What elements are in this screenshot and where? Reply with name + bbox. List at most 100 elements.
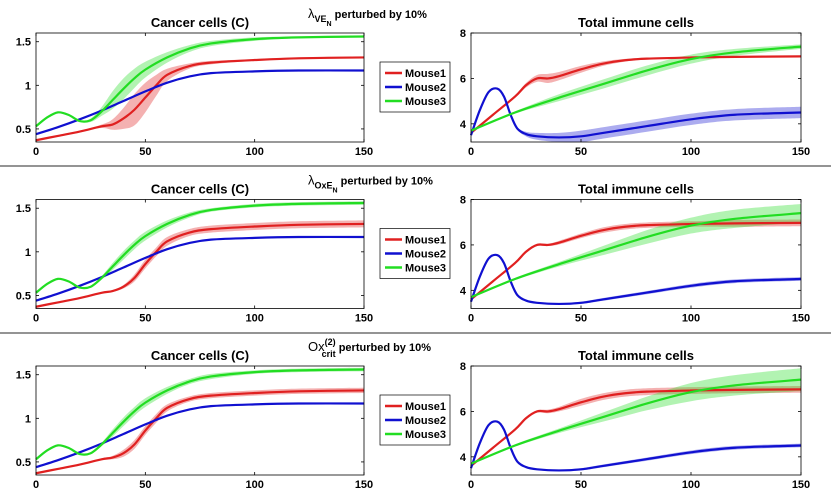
row1-cancer-mouse2-line <box>35 69 365 136</box>
row2-cancer-ytick-label: 1 <box>25 247 31 259</box>
row2-immune-mouse1-band <box>471 219 801 300</box>
row2-cancer-mouse3-band <box>36 201 364 293</box>
row2-cancer-xtick-label: 100 <box>245 313 263 325</box>
row1-immune-xtick-label: 150 <box>792 146 810 158</box>
row3-immune-mouse2-line <box>469 420 802 472</box>
row3-cancer-ytick-label: 1 <box>25 413 31 425</box>
row1-cancer-xtick-label: 0 <box>33 146 39 158</box>
row3-cancer-mouse1-line <box>35 389 365 475</box>
row3-immune-ytick-label: 4 <box>460 452 467 464</box>
row2-legend-label-mouse1: Mouse1 <box>405 235 446 247</box>
row3-cancer-mouse1-band <box>36 387 364 474</box>
row1-immune-mouse1-line <box>470 55 802 134</box>
row3-immune-mouse1-line <box>470 388 802 467</box>
row3-immune-ytick-label: 8 <box>460 361 466 373</box>
row2-cancer-mouse1-line <box>35 222 365 308</box>
row1-cancer-title: Cancer cells (C) <box>151 15 249 30</box>
row1-immune-mouse1-band <box>471 55 801 133</box>
row3-legend-label-mouse1: Mouse1 <box>405 401 446 413</box>
row1-immune-mouse2-line <box>469 87 802 139</box>
row2-immune-xtick-label: 50 <box>575 313 587 325</box>
row3-cancer-ytick-label: 0.5 <box>16 457 31 469</box>
row2-perturbation-title: λOxEN perturbed by 10% <box>308 173 433 195</box>
row3-cancer-xtick-label: 0 <box>33 479 39 491</box>
row2-cancer-mouse1-band <box>36 220 364 307</box>
row3-cancer-ytick-label: 1.5 <box>16 370 31 382</box>
row1-cancer-ytick-label: 0.5 <box>16 124 31 136</box>
row1-cancer-xtick-label: 150 <box>355 146 373 158</box>
row2-cancer-title: Cancer cells (C) <box>151 182 249 197</box>
row3-immune-title: Total immune cells <box>578 348 694 363</box>
row3-cancer-xtick-label: 100 <box>245 479 263 491</box>
row1-cancer-ytick-label: 1.5 <box>16 37 31 49</box>
row3-immune-axes-box <box>470 365 802 476</box>
row1-immune-xtick-label: 0 <box>468 146 474 158</box>
row2-cancer-mouse2-line <box>35 235 365 302</box>
row1-cancer-axes-box <box>35 32 365 143</box>
row2-cancer-ytick-label: 1.5 <box>16 203 31 215</box>
row1-immune-mouse2-band <box>471 88 801 143</box>
row2-immune-mouse2-line <box>469 253 802 306</box>
row3-cancer-mouse3-band <box>36 367 364 460</box>
row3-immune-xtick-label: 150 <box>792 479 810 491</box>
row2-legend-label-mouse3: Mouse3 <box>405 263 446 275</box>
row3-immune-ytick-label: 6 <box>460 406 466 418</box>
row3-immune-xtick-label: 0 <box>468 479 474 491</box>
row3-immune-xtick-label: 50 <box>575 479 587 491</box>
row1-cancer-xtick-label: 50 <box>139 146 151 158</box>
row3-legend-label-mouse2: Mouse2 <box>405 415 446 427</box>
row3-immune-xtick-label: 100 <box>682 479 700 491</box>
row2-cancer-mouse3-line <box>35 201 365 294</box>
row2-immune-xtick-label: 150 <box>792 313 810 325</box>
row1-immune-ytick-label: 6 <box>460 73 466 85</box>
row1-immune-title: Total immune cells <box>578 15 694 30</box>
row3-immune-mouse1-band <box>471 385 801 466</box>
row2-cancer-xtick-label: 150 <box>355 313 373 325</box>
row2-immune-mouse1-line <box>470 221 802 301</box>
row1-immune-xtick-label: 50 <box>575 146 587 158</box>
row1-immune-mouse3-line <box>470 45 802 132</box>
row3-immune-mouse3-band <box>471 368 801 464</box>
row1-cancer-mouse3-band <box>36 35 364 127</box>
row1-immune-axes-box <box>470 32 802 143</box>
row-1: Cancer cells (C) 0 50 100 150 0.5 1 1.5 Total im… <box>16 6 810 158</box>
row1-immune-xtick-label: 100 <box>682 146 700 158</box>
row1-cancer-ytick-label: 1 <box>25 80 31 92</box>
row3-immune-mouse3-line <box>470 378 802 465</box>
row1-perturbation-title: λVEN perturbed by 10% <box>308 6 427 28</box>
row2-immune-xtick-label: 100 <box>682 313 700 325</box>
row2-immune-ytick-label: 4 <box>460 285 467 297</box>
row1-immune-ytick-label: 8 <box>460 28 466 40</box>
row-3: Cancer cells (C) 0 50 100 150 0.5 1 1.5 Total im… <box>16 337 810 491</box>
row2-immune-mouse3-line <box>470 212 802 299</box>
row1-cancer-xtick-label: 100 <box>245 146 263 158</box>
row1-cancer-mouse1-line <box>35 56 365 142</box>
row1-legend-label-mouse1: Mouse1 <box>405 68 446 80</box>
row2-immune-mouse3-band <box>471 204 801 298</box>
row1-cancer-mouse1-band <box>36 56 364 141</box>
row2-immune-axes-box <box>470 199 802 309</box>
row2-legend-label-mouse2: Mouse2 <box>405 249 446 261</box>
row1-legend-label-mouse3: Mouse3 <box>405 96 446 108</box>
row3-cancer-title: Cancer cells (C) <box>151 348 249 363</box>
row2-immune-xtick-label: 0 <box>468 313 474 325</box>
row3-legend-label-mouse3: Mouse3 <box>405 429 446 441</box>
row3-cancer-mouse3-line <box>35 368 365 461</box>
row2-immune-title: Total immune cells <box>578 182 694 197</box>
row2-cancer-xtick-label: 0 <box>33 313 39 325</box>
row3-cancer-xtick-label: 50 <box>139 479 151 491</box>
row-2: Cancer cells (C) 0 50 100 150 0.5 1 1.5 Total im… <box>16 173 810 325</box>
row3-perturbation-title: Ox(2) crit perturbed by 10% <box>308 337 431 359</box>
row3-cancer-mouse2-line <box>35 402 365 469</box>
row1-immune-ytick-label: 4 <box>460 119 467 131</box>
row2-cancer-axes-box <box>35 199 365 309</box>
row2-immune-ytick-label: 6 <box>460 240 466 252</box>
row3-cancer-axes-box <box>35 365 365 476</box>
row1-cancer-mouse3-line <box>35 35 365 128</box>
row2-cancer-xtick-label: 50 <box>139 313 151 325</box>
row3-cancer-xtick-label: 150 <box>355 479 373 491</box>
row1-legend-label-mouse2: Mouse2 <box>405 82 446 94</box>
row2-immune-ytick-label: 8 <box>460 195 466 207</box>
row2-cancer-ytick-label: 0.5 <box>16 290 31 302</box>
